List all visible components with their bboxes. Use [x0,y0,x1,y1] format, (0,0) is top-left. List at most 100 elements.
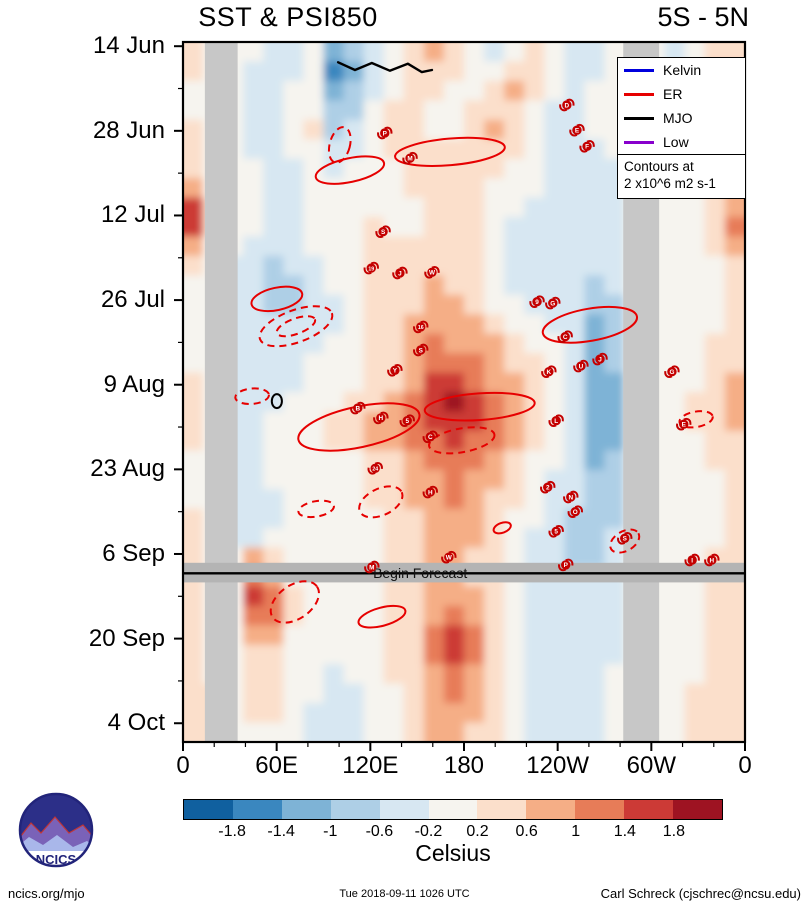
y-axis-label: 20 Sep [88,624,165,652]
legend-item-kelvin: Kelvin [618,58,745,82]
y-axis: 14 Jun 28 Jun 12 Jul 26 Jul 9 Aug 23 Aug 6 Sep… [0,32,165,742]
svg-text:H: H [379,415,384,422]
y-axis-label: 23 Aug [90,455,165,483]
svg-text:9: 9 [535,299,539,306]
cyclone-symbol-M: M [364,560,380,574]
svg-text:D: D [565,102,570,109]
svg-text:16: 16 [418,325,424,331]
cyclone-symbol-16: 16 [413,320,429,334]
cyclone-symbol-J: J [592,352,608,366]
y-axis-label: 28 Jun [92,116,165,144]
cyclone-symbol-P: P [558,558,574,572]
cyclone-symbol-9: 9 [529,295,545,308]
svg-text:F: F [585,144,589,151]
colorbar-cell [184,800,233,819]
cyclone-symbol-H: H [422,485,438,499]
svg-text:H: H [428,489,433,496]
legend-note: Contours at 2 x10^6 m2 s-1 [618,154,745,198]
colorbar-cell [526,800,576,819]
legend-item-label: ER [663,86,683,102]
cyclone-symbol-E: E [569,123,585,137]
svg-text:N: N [568,494,573,501]
svg-text:I: I [691,557,693,564]
y-axis-label: 14 Jun [92,32,165,60]
cyclone-symbols: P M D E F S 19 J W 9 G 16 S C Y K U J G B H 5 C L E 24 H 2 N O 5 S M W P I H [350,98,720,574]
cyclone-symbol-C: C [557,330,573,343]
cyclone-symbol-E: E [676,417,692,431]
footer-url: ncics.org/mjo [8,886,85,901]
svg-text:K: K [547,369,552,376]
cyclone-symbol-S: S [413,343,429,357]
colorbar-tick-label: 0.6 [515,823,538,840]
cyclone-symbol-J: J [392,266,408,280]
cyclone-symbol-U: U [573,359,589,373]
cyclone-symbol-L: L [548,414,564,427]
svg-text:M: M [407,156,412,163]
legend-item-label: Low [663,134,689,150]
cyclone-symbol-D: D [559,98,575,112]
svg-text:P: P [564,562,569,569]
colorbar-tick-label: 0.2 [466,823,489,840]
cyclone-symbol-B: B [350,401,366,415]
svg-text:2: 2 [546,485,550,492]
axis-ticks [174,45,746,751]
colorbar-tick-label: 1.4 [613,823,636,840]
region-label: 5S - 5N [657,2,749,32]
forecast-band: Begin Forecast [183,562,745,583]
svg-text:O: O [573,509,578,516]
cyclone-symbol-5: 5 [548,525,564,538]
cyclone-symbol-O: O [567,505,583,518]
colorbar-cell [379,800,429,819]
cyclone-symbol-W: W [424,266,440,279]
colorbar-unit-label: Celsius [415,840,491,866]
svg-text:5: 5 [554,529,558,536]
colorbar-cell [428,800,478,819]
cyclone-symbol-I: I [684,553,700,567]
low-line-swatch [624,140,654,144]
colorbar-tick-label: -1.4 [267,823,295,840]
svg-text:24: 24 [372,467,378,473]
x-axis-label: 120E [342,752,399,779]
svg-text:5: 5 [405,418,409,425]
cyclone-symbol-5: 5 [399,414,415,427]
legend-item-low: Low [618,130,745,154]
footer-timestamp: Tue 2018-09-11 1026 UTC [339,888,470,900]
svg-text:S: S [381,229,386,236]
y-axis-label: 12 Jul [100,201,165,229]
colorbar [183,799,723,820]
svg-text:H: H [710,557,715,564]
svg-text:G: G [669,369,674,376]
legend-entries: Kelvin ER MJO Low [618,58,745,154]
svg-text:L: L [554,418,558,425]
colorbar-tick-label: 1.8 [662,823,686,840]
x-axis: 0 60E 120E 180 120W 60W 0 [176,752,751,782]
svg-text:W: W [446,555,453,562]
kelvin-line-swatch [624,68,654,72]
legend-item-mjo: MJO [618,106,745,130]
cyclone-symbol-Y: Y [387,364,403,377]
footer-author: Carl Schreck (cjschrec@ncsu.edu) [600,886,801,901]
colorbar-cell [477,800,527,819]
svg-text:M: M [369,564,374,571]
cyclone-symbol-H: H [704,553,720,567]
page-title: SST & PSI850 [198,2,378,32]
svg-text:B: B [355,405,360,412]
x-axis-label: 0 [738,752,752,779]
colorbar-labels: -1.8 -1.4 -1 -0.6 -0.2 0.2 0.6 1 1.4 1.8 [183,823,723,841]
colorbar-cell [673,800,722,819]
svg-text:G: G [550,300,555,307]
colorbar-cell [232,800,282,819]
svg-text:W: W [429,270,436,277]
er-line-swatch [624,92,654,96]
cyclone-symbol-S: S [617,532,633,545]
legend-note-line1: Contours at [624,159,694,174]
mjo-line-swatch [624,116,654,120]
x-axis-label: 180 [443,752,485,779]
cyclone-symbol-H: H [373,411,389,425]
colorbar-tick-label: -0.2 [414,823,443,840]
legend-note-line2: 2 x10^6 m2 s-1 [624,175,716,191]
svg-text:S: S [623,536,628,543]
svg-text:Y: Y [393,368,398,375]
cyclone-symbol-P: P [377,126,393,140]
